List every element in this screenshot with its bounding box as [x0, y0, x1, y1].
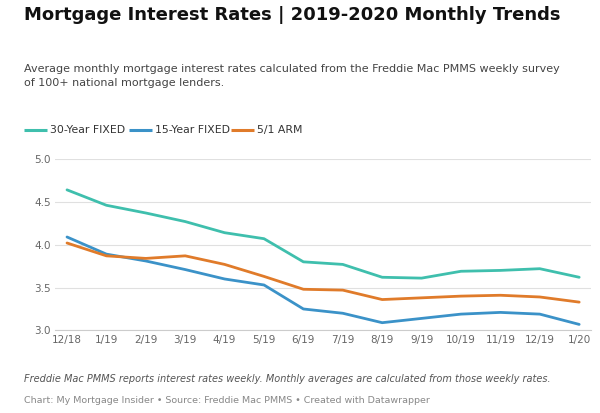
Text: 30-Year FIXED: 30-Year FIXED	[50, 125, 125, 135]
Text: Average monthly mortgage interest rates calculated from the Freddie Mac PMMS wee: Average monthly mortgage interest rates …	[24, 64, 560, 88]
Text: 5/1 ARM: 5/1 ARM	[257, 125, 303, 135]
Text: Freddie Mac PMMS reports interest rates weekly. Monthly averages are calculated : Freddie Mac PMMS reports interest rates …	[24, 374, 551, 384]
Text: 15-Year FIXED: 15-Year FIXED	[155, 125, 230, 135]
Text: Chart: My Mortgage Insider • Source: Freddie Mac PMMS • Created with Datawrapper: Chart: My Mortgage Insider • Source: Fre…	[24, 396, 430, 406]
Text: Mortgage Interest Rates | 2019-2020 Monthly Trends: Mortgage Interest Rates | 2019-2020 Mont…	[24, 6, 560, 24]
